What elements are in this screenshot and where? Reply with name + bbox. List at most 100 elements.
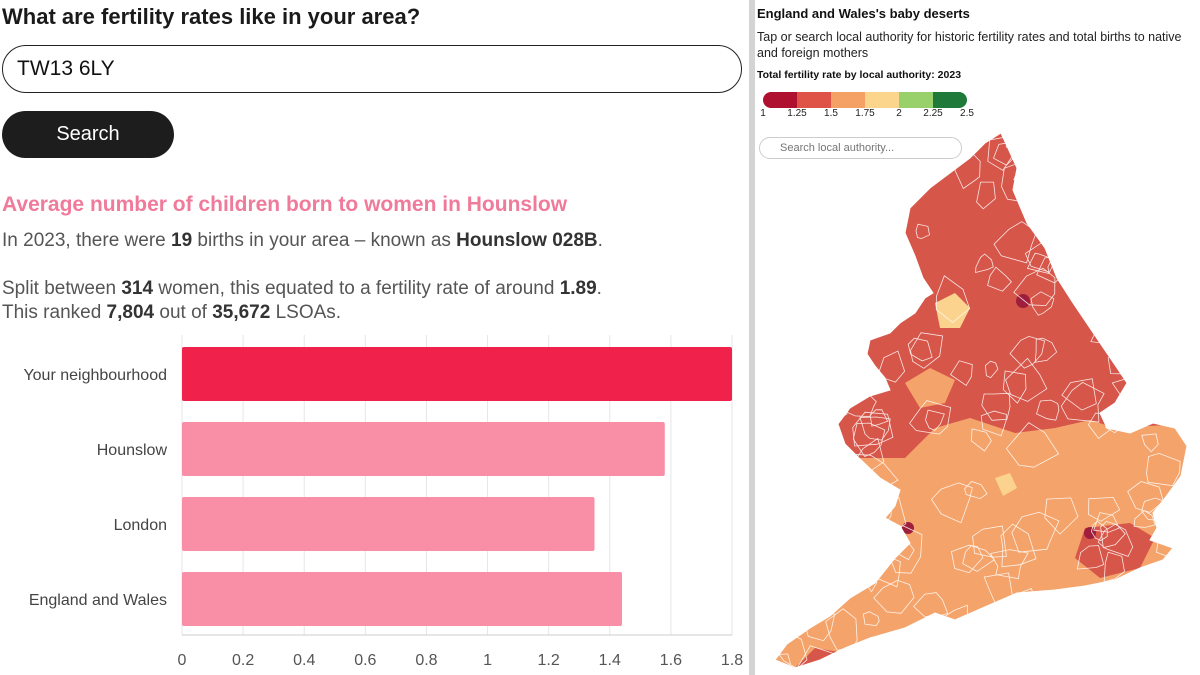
x-tick-label: 0.4 (293, 652, 315, 669)
total-lsoas: 35,672 (212, 302, 271, 323)
deep-region[interactable] (1016, 294, 1030, 308)
fertility-rate: 1.89 (559, 278, 597, 299)
authority-border (949, 360, 973, 386)
authority-border (1031, 156, 1078, 199)
search-button[interactable]: Search (2, 111, 174, 158)
authority-border (798, 304, 840, 343)
authority-border (852, 422, 886, 457)
legend-swatch (831, 92, 865, 108)
bar[interactable] (182, 572, 622, 626)
authority-border (1130, 341, 1168, 384)
authority-border (1005, 422, 1060, 468)
authority-border (989, 549, 1029, 580)
map-description: Tap or search local authority for histor… (757, 30, 1182, 60)
x-tick-label: 1.6 (660, 652, 682, 669)
authority-border (859, 416, 891, 441)
authority-border (1179, 654, 1187, 668)
postcode-lookup-panel: What are fertility rates like in your ar… (2, 4, 743, 669)
authority-border (1072, 257, 1110, 303)
women-count: 314 (121, 278, 154, 299)
authority-border (781, 419, 799, 434)
authority-border (1030, 291, 1055, 316)
authority-border (825, 214, 849, 240)
authority-border (930, 482, 973, 524)
lsoa-name: Hounslow 028B (456, 230, 598, 251)
authority-border (1097, 636, 1128, 668)
authority-border (1009, 335, 1046, 369)
result-heading: Average number of children born to women… (2, 193, 568, 216)
authority-border (831, 219, 858, 247)
authority-border (1159, 251, 1187, 279)
authority-border (793, 318, 811, 337)
text: In 2023, there were (2, 230, 171, 251)
authority-border (877, 350, 906, 383)
authority-border (1162, 133, 1187, 166)
authority-border (775, 153, 802, 196)
authority-border (1023, 657, 1052, 668)
deep-region-london[interactable] (1084, 527, 1096, 539)
local-authority-search[interactable] (759, 137, 962, 159)
category-label: London (114, 517, 167, 534)
authority-border (784, 482, 812, 511)
map-panel: England and Wales's baby deserts Tap or … (755, 0, 1200, 675)
authority-border (950, 544, 984, 574)
authority-border (1115, 149, 1137, 177)
pale-region[interactable] (935, 293, 970, 328)
authority-border (1002, 370, 1027, 404)
category-label: England and Wales (29, 592, 167, 609)
rank-value: 7,804 (106, 302, 155, 323)
authority-border (1076, 545, 1105, 570)
bar[interactable] (182, 347, 732, 401)
authority-border (809, 349, 837, 383)
authority-border (775, 653, 791, 668)
authority-border (1034, 337, 1058, 363)
authority-border (1044, 497, 1079, 535)
authority-border (1093, 512, 1120, 533)
authority-border (1011, 511, 1060, 553)
legend-tick-label: 1 (760, 108, 766, 119)
x-tick-label: 0.2 (232, 652, 254, 669)
legend-tick-label: 1.5 (824, 108, 838, 119)
authority-border (791, 369, 816, 401)
postcode-input[interactable] (2, 45, 742, 93)
category-label: Your neighbourhood (23, 367, 167, 384)
authority-border (1040, 133, 1064, 149)
authority-border (1163, 247, 1187, 289)
authority-border (984, 360, 999, 379)
england-wales-map[interactable] (755, 128, 1200, 675)
authority-border (1148, 133, 1187, 159)
authority-border (862, 611, 880, 627)
authority-border (1034, 610, 1055, 629)
text: births in your area – known as (192, 230, 457, 251)
pale-region-2[interactable] (995, 473, 1017, 496)
births-count: 19 (171, 230, 193, 251)
authority-border (778, 470, 800, 492)
births-summary: In 2023, there were 19 births in your ar… (2, 229, 742, 253)
legend-swatch (933, 92, 967, 108)
legend-tick-label: 2.25 (923, 108, 943, 119)
authority-border (975, 253, 994, 274)
map-title: England and Wales's baby deserts (757, 6, 970, 21)
bar[interactable] (182, 497, 595, 551)
authority-border (1171, 218, 1187, 242)
authority-border (816, 501, 860, 540)
authority-border (1166, 148, 1187, 173)
page-title: What are fertility rates like in your ar… (2, 4, 421, 29)
authority-border (1144, 185, 1163, 206)
authority-border (832, 652, 856, 668)
authority-border (843, 530, 864, 555)
authority-border (986, 616, 1032, 659)
bar[interactable] (182, 422, 665, 476)
text: LSOAs. (270, 302, 342, 323)
authority-border (1157, 390, 1187, 425)
authority-border (1069, 223, 1111, 252)
text: . (597, 230, 603, 251)
midlands-region[interactable] (905, 368, 955, 408)
authority-border (964, 481, 988, 500)
authority-border (775, 388, 799, 405)
authority-border (820, 159, 840, 177)
authority-border (1170, 209, 1187, 230)
legend-swatch (797, 92, 831, 108)
x-tick-label: 0.6 (354, 652, 376, 669)
authority-border (829, 650, 857, 668)
